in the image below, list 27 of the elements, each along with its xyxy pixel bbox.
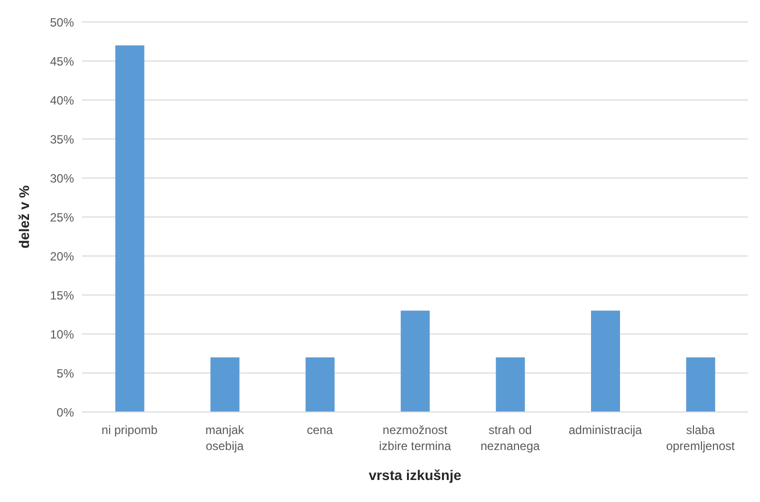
bar (115, 45, 144, 412)
y-tick-label: 45% (50, 54, 74, 68)
bar (400, 310, 430, 412)
x-tick-label: nezmožnost izbire termina (378, 423, 452, 453)
x-tick-label: ni pripomb (102, 423, 158, 437)
y-tick-label: 5% (56, 366, 74, 380)
bar (496, 357, 525, 412)
y-tick-label: 20% (50, 249, 74, 264)
x-tick-label: cena (306, 423, 334, 437)
x-tick-label: manjak osebija (205, 423, 246, 453)
y-tick-label: 50% (50, 15, 74, 30)
y-tick-label: 35% (50, 132, 74, 146)
bar (591, 310, 620, 412)
y-tick-label: 10% (50, 327, 74, 342)
bar (210, 357, 240, 412)
x-tick-label: strah od neznanega (480, 423, 540, 453)
y-tick-label: 15% (50, 288, 74, 302)
x-tick-label: administracija (568, 423, 642, 437)
x-axis-title: vrsta izkušnje (368, 467, 462, 483)
y-tick-label: 0% (56, 405, 74, 420)
bar (686, 357, 716, 412)
y-tick-label: 25% (50, 210, 74, 224)
y-axis-title: delež v % (16, 184, 32, 249)
bar (306, 357, 335, 412)
y-tick-label: 30% (50, 171, 74, 186)
y-tick-label: 40% (50, 93, 74, 108)
x-tick-label: slaba opremljenost (666, 423, 736, 453)
